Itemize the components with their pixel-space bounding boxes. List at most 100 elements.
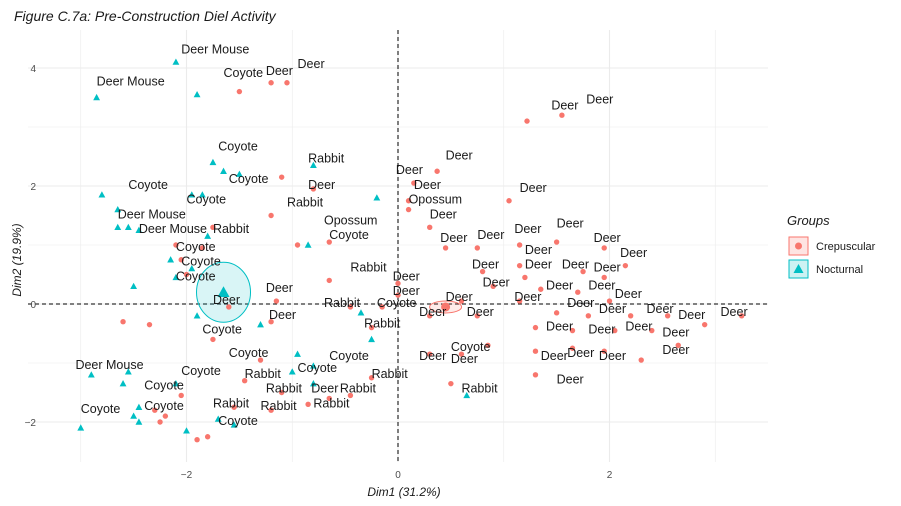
point-label: Rabbit — [324, 296, 361, 310]
point-label: Deer — [393, 269, 420, 283]
x-tick-label: 2 — [607, 470, 613, 481]
crepuscular-point — [305, 401, 311, 407]
crepuscular-point — [178, 257, 184, 263]
legend-key-circle — [795, 242, 802, 250]
crepuscular-point — [516, 262, 523, 269]
point-label: Deer — [266, 64, 293, 78]
point-label: Deer — [472, 258, 499, 272]
crepuscular-point — [474, 313, 481, 319]
crepuscular-point — [701, 321, 708, 328]
y-axis-ticks: −2 0 2 4 — [25, 64, 37, 429]
point-label: Coyote — [128, 178, 168, 192]
crepuscular-point — [395, 280, 401, 287]
crepuscular-point — [569, 345, 576, 351]
point-label: Deer Mouse — [75, 358, 143, 372]
nocturnal-point — [257, 321, 264, 328]
nocturnal-point — [172, 58, 180, 65]
x-axis-title: Dim1 (31.2%) — [367, 485, 440, 499]
point-label: Coyote — [298, 361, 338, 375]
crepuscular-point — [427, 224, 433, 230]
point-label: Coyote — [218, 414, 258, 428]
y-tick-label: −2 — [25, 418, 37, 429]
crepuscular-point — [183, 271, 190, 278]
crepuscular-point — [231, 404, 237, 410]
nocturnal-point — [114, 223, 122, 230]
nocturnal-point — [288, 368, 296, 375]
point-label: Coyote — [144, 399, 184, 413]
point-label: Rabbit — [308, 151, 345, 165]
nocturnal-point — [172, 273, 180, 281]
point-label: Deer — [567, 296, 594, 310]
nocturnal-point — [135, 403, 143, 410]
legend: Groups Crepuscular Nocturnal — [787, 213, 876, 279]
point-label: Rabbit — [245, 367, 282, 381]
nocturnal-point — [130, 412, 138, 419]
point-label: Deer — [419, 349, 446, 363]
crepuscular-point — [294, 242, 301, 248]
point-label: Opossum — [324, 213, 378, 227]
crepuscular-point — [427, 351, 433, 357]
point-label: Coyote — [181, 364, 221, 378]
nocturnal-point — [188, 265, 196, 272]
point-label: Deer — [520, 181, 547, 195]
point-label: Coyote — [181, 255, 221, 269]
crepuscular-point — [278, 389, 285, 396]
crepuscular-point — [347, 304, 354, 310]
nocturnal-point — [209, 158, 217, 166]
point-label: Deer — [525, 258, 552, 272]
point-label: Deer — [588, 323, 615, 337]
data-points — [77, 58, 745, 443]
crepuscular-point — [120, 319, 126, 325]
crepuscular-point — [268, 407, 274, 413]
crepuscular-point — [284, 80, 290, 86]
crepuscular-point — [580, 268, 586, 275]
legend-entries: Crepuscular Nocturnal — [788, 236, 876, 279]
crepuscular-point — [559, 112, 565, 118]
crepuscular-point — [146, 321, 153, 328]
crepuscular-point — [458, 298, 465, 304]
point-label: Deer — [557, 373, 584, 387]
point-label: Deer — [269, 308, 296, 322]
crepuscular-point — [395, 292, 401, 298]
point-label: Deer — [467, 305, 494, 319]
nocturnal-point — [368, 335, 375, 343]
crepuscular-point — [612, 327, 618, 334]
point-label: Deer — [721, 305, 748, 319]
crepuscular-point — [638, 357, 644, 363]
point-label: Deer — [266, 281, 293, 295]
point-label: Coyote — [176, 269, 216, 283]
point-label: Rabbit — [372, 367, 409, 381]
point-label: Deer — [678, 308, 705, 322]
point-label: Coyote — [451, 340, 491, 354]
crepuscular-point — [649, 327, 655, 334]
nocturnal-point — [119, 380, 127, 387]
crepuscular-point — [427, 313, 433, 319]
crepuscular-point — [268, 319, 274, 325]
point-label: Deer — [557, 216, 584, 230]
point-label: Deer — [647, 302, 674, 316]
nocturnal-point — [198, 191, 206, 198]
crepuscular-point — [516, 242, 523, 248]
y-tick-label: 0 — [30, 300, 36, 311]
y-tick-label: 4 — [30, 64, 36, 75]
crepuscular-point — [575, 289, 581, 295]
crepuscular-point — [326, 239, 332, 245]
crepuscular-point — [210, 336, 216, 343]
point-label: Deer — [477, 228, 504, 242]
crepuscular-point — [226, 304, 232, 310]
nocturnal-point — [309, 362, 317, 369]
crepuscular-point — [606, 298, 613, 304]
point-label: Coyote — [329, 228, 369, 242]
point-label: Coyote — [229, 346, 269, 360]
point-label: Deer — [615, 287, 642, 301]
point-label: Rabbit — [340, 382, 377, 396]
point-label: Deer — [311, 382, 338, 396]
point-label: Rabbit — [287, 196, 324, 210]
crepuscular-point — [479, 268, 486, 275]
crepuscular-point — [368, 324, 375, 331]
point-label: Rabbit — [350, 261, 387, 275]
crepuscular-point — [273, 298, 280, 304]
crepuscular-point — [347, 392, 354, 399]
point-label: Deer — [451, 352, 478, 366]
reference-lines — [28, 30, 768, 462]
